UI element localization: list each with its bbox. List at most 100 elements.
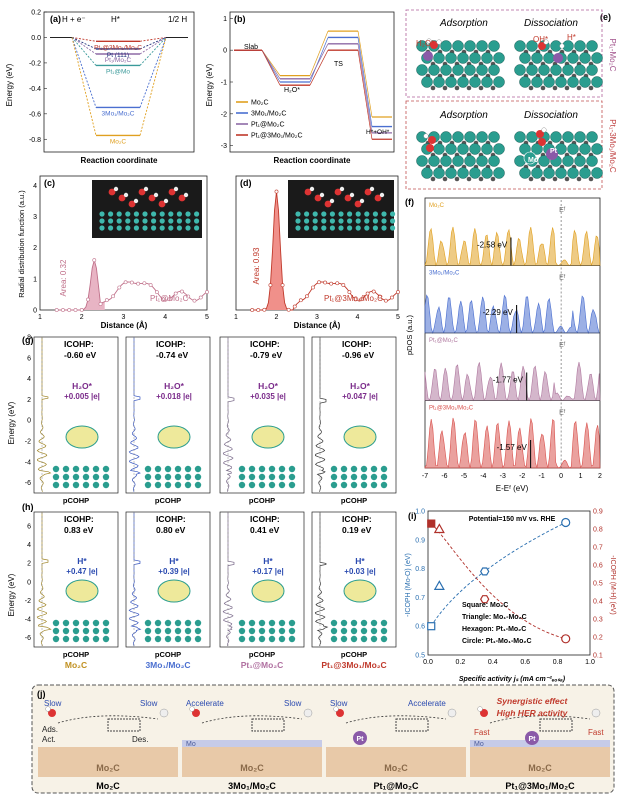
g-cols-charge: +0.047 |e|	[342, 392, 378, 401]
c-xtick: 3	[122, 314, 126, 321]
h-cols-slab-atom	[248, 619, 256, 627]
h-cols-slab-atom	[330, 635, 338, 643]
e-c-atom	[442, 176, 448, 182]
j-substrate-label: Mo₂C	[528, 763, 552, 773]
panel-f: (f) Eᶠ Mo₂C -2.58 eV Eᶠ 3Mo₁/Mo₂C -2.29 eV Eᶠ P…	[405, 197, 602, 493]
h-cols-slab-atom	[82, 635, 90, 643]
h-cols-slab-atom	[278, 635, 286, 643]
inset-h-atom	[173, 186, 179, 192]
a-series-path	[71, 37, 97, 136]
a-ytick: 0.2	[31, 10, 41, 17]
a-series-label: Pt (111)	[107, 52, 129, 59]
h-cols-column-title: 3Mo₁/Mo₂C	[145, 660, 190, 670]
e-bot-ads: Adsorption	[439, 110, 488, 121]
c-ytick: 4	[33, 183, 37, 190]
e-mo-atom	[416, 40, 428, 52]
d-area: Area: 0.93	[252, 247, 261, 284]
h-cols-cohp-curve	[36, 512, 52, 647]
j-substrate	[326, 747, 466, 777]
g-cols-charge-density	[157, 425, 191, 449]
inset-surface-atom	[99, 211, 105, 217]
g-cols-slab-atom	[82, 481, 90, 489]
h-cols-slab-atom	[330, 627, 338, 635]
inset-surface-atom	[194, 218, 200, 224]
f-ef-label: Eᶠ	[559, 275, 566, 282]
panel-b-xlabel: Reaction coordinate	[274, 156, 351, 165]
panel-g-ylabel: Energy (eV)	[7, 401, 16, 444]
g-cols-slab-atom	[248, 473, 256, 481]
inset-surface-atom	[108, 218, 114, 224]
d-rdf-point	[268, 283, 273, 288]
j-ads-label: Ads.	[42, 725, 58, 734]
panel-a-tag: (a)	[50, 14, 61, 24]
d-rdf-area-shade	[266, 191, 287, 310]
g-cols-cohp-curve	[222, 337, 235, 492]
h-cols-slab-atom	[144, 619, 152, 627]
g-cols-slab-atom	[248, 481, 256, 489]
i-ylabel-right: -ICOPH (M-H) (eV)	[609, 555, 616, 615]
e-mo-atom	[488, 64, 500, 76]
f-row-label: Mo₂C	[429, 203, 445, 209]
g-cols-slab-atom	[330, 481, 338, 489]
g-cols-xlabel: pCOHP	[155, 496, 181, 505]
e-mo-atom	[488, 131, 500, 143]
h-cols-icohp-value: 0.41 eV	[250, 525, 280, 535]
b-connector	[357, 37, 373, 127]
e-o-atom	[430, 41, 438, 49]
e-mo-atom	[555, 143, 567, 155]
c-ytick: 3	[33, 214, 37, 221]
j-accelerate-label: Accelerate	[186, 699, 224, 708]
i-ytick-right: 0.5	[593, 581, 603, 588]
g-cols-slab-atom	[268, 481, 276, 489]
h-cols-icohp-title: ICOHP:	[64, 514, 94, 524]
e-mo-atom	[421, 76, 433, 88]
j-h-box	[251, 718, 285, 732]
e-mo-atom	[488, 155, 500, 167]
inset-surface-atom	[194, 225, 200, 231]
inset-surface-atom	[295, 218, 301, 224]
h-cols-charge: +0.47 |e|	[66, 567, 97, 576]
f-pdos-area	[424, 361, 601, 402]
d-rdf-point	[311, 285, 315, 290]
j-pt-label: Pt	[529, 736, 537, 743]
panel-f-tag: (f)	[405, 197, 414, 207]
inset-surface-atom	[329, 225, 335, 231]
h-cols-slab-atom	[350, 635, 358, 643]
inset-h-atom	[369, 186, 375, 192]
b-connector	[357, 50, 373, 140]
e-mo-atom	[493, 52, 505, 64]
e-mo-atom	[579, 143, 591, 155]
e-c-atom	[528, 176, 534, 182]
h-cols-slab-atom	[258, 619, 266, 627]
inset-surface-atom	[133, 218, 139, 224]
g-cols-slab-atom	[288, 473, 296, 481]
j-h-box	[539, 718, 573, 732]
c-rdf-point	[198, 295, 203, 300]
e-h-atom	[541, 127, 547, 133]
h-cols-slab-atom	[238, 619, 246, 627]
j-slow-label: Slow	[284, 699, 302, 708]
inset-surface-atom	[321, 211, 327, 217]
i-point-hexagon	[480, 567, 490, 576]
c-rdf-point	[104, 298, 109, 303]
g-cols-slab-atom	[360, 481, 368, 489]
d-rdf-point	[304, 294, 309, 299]
f-pdos-area	[424, 226, 601, 267]
inset-surface-atom	[168, 211, 174, 217]
inset-h-atom	[379, 192, 385, 198]
inset-o-atom	[334, 188, 342, 196]
g-cols-xlabel: pCOHP	[249, 496, 275, 505]
a-ytick: -0.6	[29, 111, 41, 118]
h-cols-adsorbate: H*	[77, 556, 87, 566]
g-cols-adsorbate: H₂O*	[350, 381, 371, 391]
f-row-label: Pt₁@3Mo₁/Mo₂C	[429, 406, 474, 412]
a-series-label: 3Mo₁/Mo₂C	[102, 110, 135, 117]
g-cols-slab-atom	[184, 481, 192, 489]
h-cols-ytick: 4	[27, 542, 31, 549]
j-h2-molecule	[447, 708, 457, 718]
e-mo-atom	[586, 131, 598, 143]
j-stage-caption: Mo₂C	[96, 781, 120, 791]
h-cols-icohp-value: 0.80 eV	[156, 525, 186, 535]
inset-surface-atom	[381, 211, 387, 217]
e-mo-atom	[550, 131, 562, 143]
